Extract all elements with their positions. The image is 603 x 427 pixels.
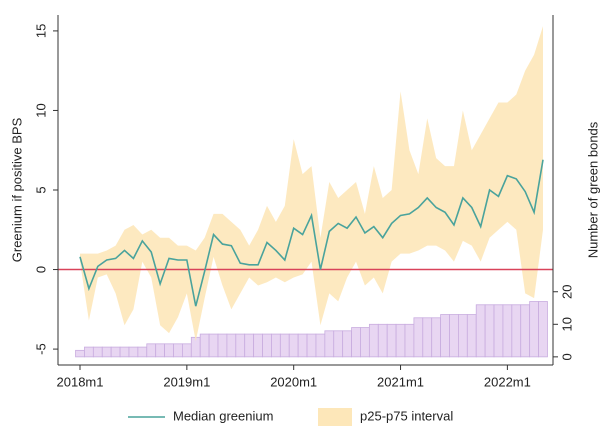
bar: [244, 333, 255, 358]
bar: [520, 304, 531, 358]
y-axis-label: Greenium if positive BPS: [9, 117, 24, 262]
x-tick-label: 2020m1: [270, 374, 317, 389]
bar: [235, 333, 246, 358]
bar: [226, 333, 237, 358]
bar: [137, 346, 148, 358]
bar: [119, 346, 130, 358]
legend-label: Median greenium: [173, 408, 273, 423]
bar: [413, 317, 424, 358]
bar: [155, 343, 165, 358]
y2-tick-label: 10: [559, 317, 574, 331]
y2-axis-label: Number of green bonds: [585, 121, 600, 258]
bar: [368, 323, 379, 358]
bar: [449, 314, 459, 358]
bar: [262, 333, 272, 358]
y-tick-label: 5: [33, 186, 48, 193]
bar: [342, 330, 352, 358]
bar: [173, 343, 183, 358]
y-tick-label: -5: [33, 343, 48, 355]
bar: [440, 314, 450, 358]
bar: [493, 304, 504, 358]
bar: [377, 323, 388, 358]
bar: [306, 333, 317, 358]
bar: [253, 333, 263, 358]
x-tick-label: 2018m1: [57, 374, 104, 389]
y-tick-label: 10: [33, 103, 48, 117]
bar: [404, 323, 415, 358]
bar: [484, 304, 495, 358]
bar: [199, 333, 210, 358]
band-area: [80, 26, 543, 342]
bar: [502, 304, 513, 358]
bar: [297, 333, 308, 358]
bar: [208, 333, 219, 358]
bar: [475, 304, 486, 358]
bar: [422, 317, 433, 358]
bar: [333, 330, 344, 358]
bar: [458, 314, 468, 358]
y2-tick-label: 0: [559, 353, 574, 360]
bar: [395, 323, 406, 358]
y2-tick-label: 20: [559, 285, 574, 299]
bar: [75, 349, 85, 358]
bar: [360, 327, 370, 358]
bar: [431, 317, 442, 358]
bar: [511, 304, 522, 358]
y-tick-label: 0: [33, 266, 48, 273]
bar: [146, 343, 157, 358]
bar: [110, 346, 121, 358]
bar: [466, 314, 477, 358]
bar: [351, 327, 361, 358]
x-tick-label: 2019m1: [163, 374, 210, 389]
bar: [101, 346, 112, 358]
x-tick-label: 2021m1: [377, 374, 424, 389]
bar: [288, 333, 299, 358]
bar: [217, 333, 228, 358]
bar: [92, 346, 103, 358]
bar: [279, 333, 290, 358]
legend-swatch: [318, 408, 352, 426]
bar: [128, 346, 139, 358]
bar: [271, 333, 281, 358]
bar: [324, 330, 335, 358]
bar: [315, 333, 326, 358]
y-tick-label: 15: [33, 24, 48, 38]
bar: [164, 343, 174, 358]
line-series: [79, 159, 544, 307]
bar: [386, 323, 397, 358]
bar: [529, 301, 539, 358]
bar: [181, 343, 192, 358]
x-tick-label: 2022m1: [484, 374, 531, 389]
bar: [84, 346, 94, 358]
legend-label: p25-p75 interval: [360, 408, 453, 423]
bar: [538, 301, 548, 358]
